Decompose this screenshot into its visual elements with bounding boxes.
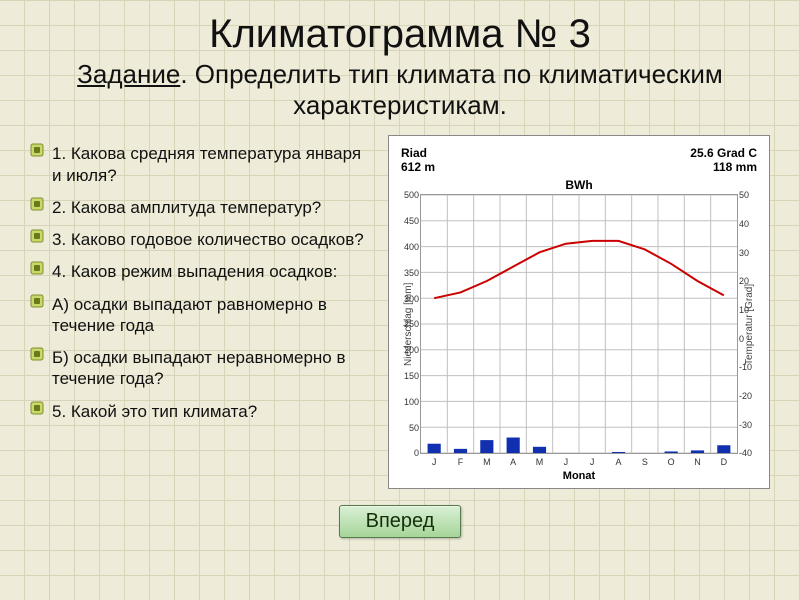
question-item: 5. Какой это тип климата? [30,401,370,422]
forward-button[interactable]: Вперед [339,505,462,538]
question-text: 3. Каково годовое количество осадков? [52,229,364,250]
ytick-left: 150 [404,371,421,381]
xtick: A [510,457,516,467]
ytick-left: 50 [409,423,421,433]
plot-area: 050100150200250300350400450500-40-30-20-… [420,194,738,454]
xtick: M [483,457,491,467]
page-title: Климатограмма № 3 [30,12,770,57]
xtick: J [432,457,437,467]
xtick: N [694,457,701,467]
ytick-left: 100 [404,397,421,407]
ytick-left: 200 [404,345,421,355]
xtick: M [536,457,544,467]
xtick: A [615,457,621,467]
mean-temp: 25.6 Grad C [690,146,757,160]
chart-header: Riad 612 m 25.6 Grad C 118 mm [401,146,757,174]
task-label: Задание [77,59,180,89]
task-text: . Определить тип климата по климатически… [180,59,723,120]
bullet-icon [30,197,44,211]
question-list: 1. Какова средняя температура января и и… [30,135,370,489]
koppen-code: BWh [401,178,757,192]
annual-precip: 118 mm [690,160,757,174]
bullet-icon [30,143,44,157]
ytick-left: 0 [414,448,421,458]
station-name: Riad [401,146,435,160]
bullet-icon [30,229,44,243]
bullet-icon [30,294,44,308]
question-text: 4. Каков режим выпадения осадков: [52,261,337,282]
ytick-left: 300 [404,294,421,304]
ytick-left: 500 [404,190,421,200]
task-subtitle: Задание. Определить тип климата по клима… [30,59,770,121]
question-text: 2. Какова амплитуда температур? [52,197,321,218]
bullet-icon [30,261,44,275]
ytick-left: 400 [404,242,421,252]
main-row: 1. Какова средняя температура января и и… [30,135,770,489]
xtick: D [721,457,728,467]
ytick-left: 350 [404,268,421,278]
xtick: J [564,457,569,467]
question-item: 1. Какова средняя температура января и и… [30,143,370,186]
xtick: F [458,457,464,467]
xtick: J [590,457,595,467]
y-axis-right-label: Temperatur [Grad] [742,194,757,454]
question-text: 1. Какова средняя температура января и и… [52,143,370,186]
chart-svg [421,195,737,453]
question-item: А) осадки выпадают равномерно в течение … [30,294,370,337]
question-item: Б) осадки выпадают неравномерно в течени… [30,347,370,390]
bullet-icon [30,401,44,415]
question-item: 2. Какова амплитуда температур? [30,197,370,218]
ytick-left: 450 [404,216,421,226]
station-elevation: 612 m [401,160,435,174]
question-text: А) осадки выпадают равномерно в течение … [52,294,370,337]
bullet-icon [30,347,44,361]
question-text: 5. Какой это тип климата? [52,401,257,422]
x-axis-label: Monat [401,470,757,482]
question-item: 4. Каков режим выпадения осадков: [30,261,370,282]
xtick: O [668,457,675,467]
question-text: Б) осадки выпадают неравномерно в течени… [52,347,370,390]
question-item: 3. Каково годовое количество осадков? [30,229,370,250]
plot-wrap: Niederschlag [mm] 0501001502002503003504… [401,194,757,454]
ytick-left: 250 [404,319,421,329]
xtick: S [642,457,648,467]
climate-chart: Riad 612 m 25.6 Grad C 118 mm BWh Nieder… [388,135,770,489]
